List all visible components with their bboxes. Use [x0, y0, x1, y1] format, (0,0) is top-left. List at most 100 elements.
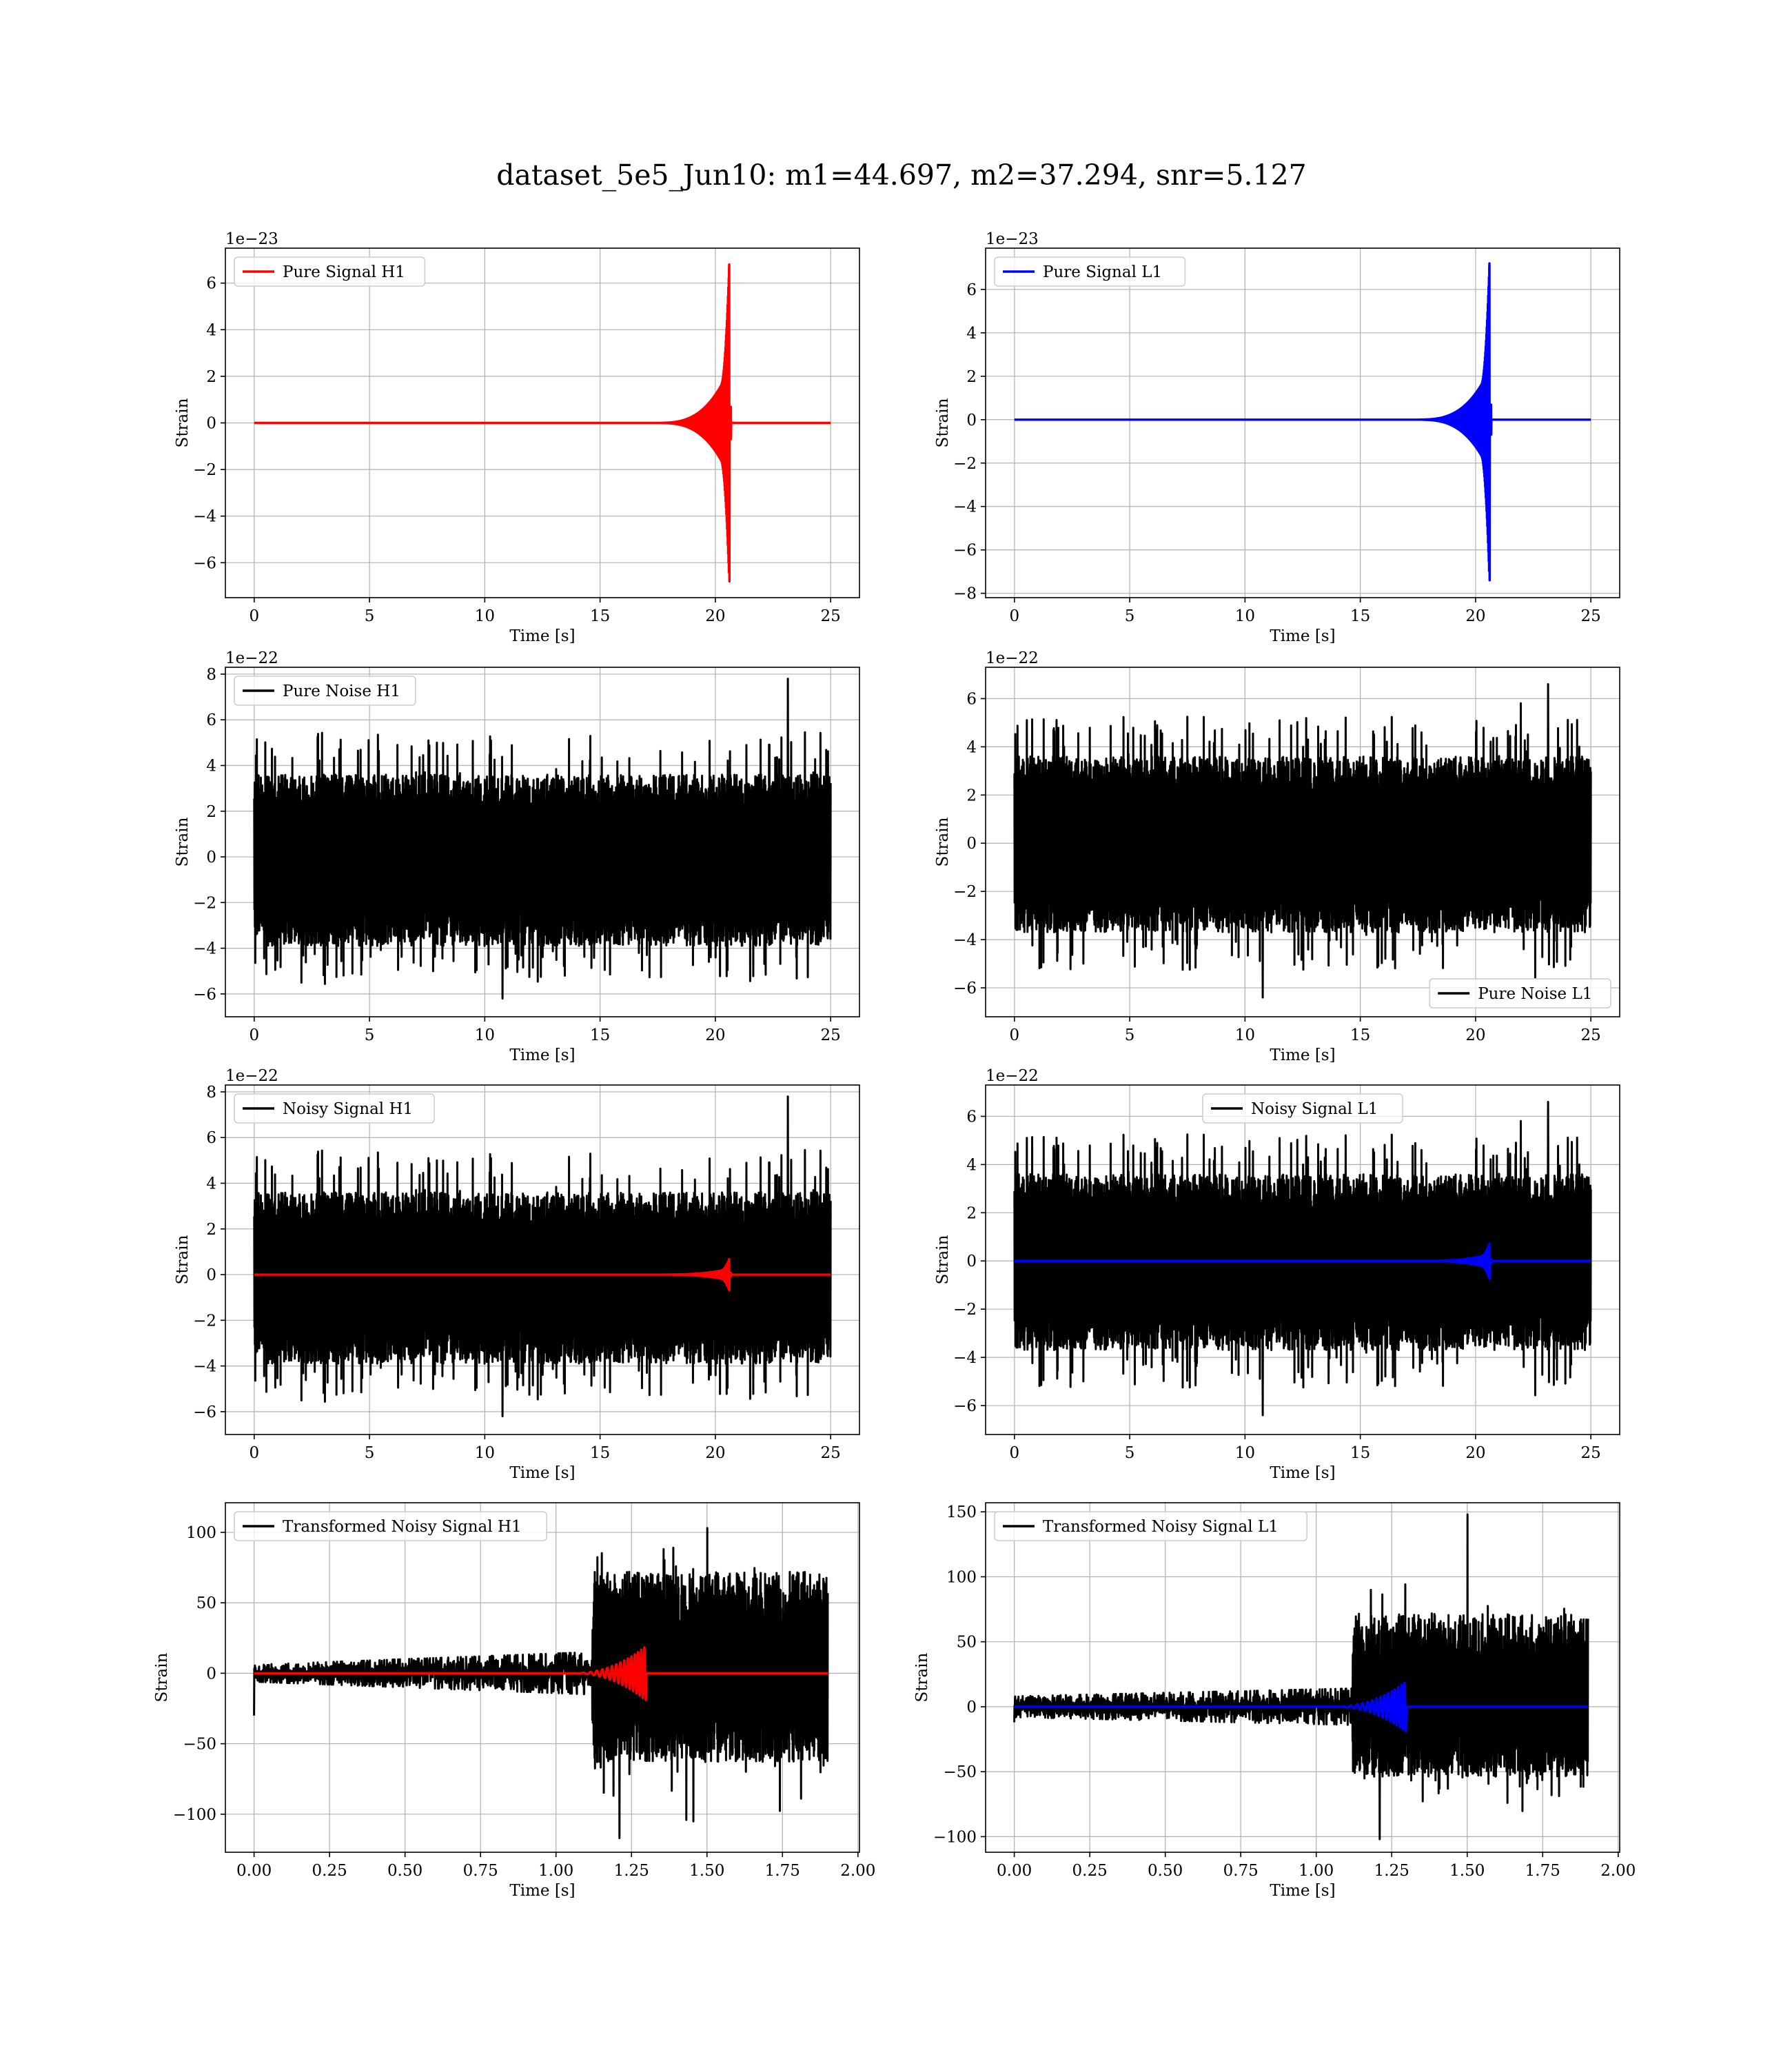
- plot-area: [253, 678, 832, 1000]
- legend-label: Pure Signal L1: [1043, 263, 1162, 281]
- y-tick-label: −6: [953, 980, 977, 997]
- y-tick-label: 8: [206, 1084, 216, 1102]
- x-tick-label: 1.50: [689, 1862, 724, 1880]
- series-line-1: [253, 1095, 832, 1417]
- legend-frame: [994, 256, 1186, 287]
- y-tick-label: 0: [966, 1699, 977, 1716]
- legend: Pure Noise L1: [1429, 978, 1611, 1008]
- legend: Pure Signal L1: [994, 256, 1186, 287]
- axes-frame: [985, 667, 1620, 1017]
- x-tick-label: 0.50: [1148, 1862, 1183, 1880]
- y-tick-label: 8: [206, 666, 216, 684]
- x-tick-label: 0: [249, 1026, 259, 1044]
- y-tick-label: 2: [206, 1221, 216, 1239]
- axes-frame: [225, 1084, 860, 1435]
- y-tick-label: 0: [206, 849, 216, 866]
- x-axis-label: Time [s]: [1270, 627, 1335, 645]
- x-tick-label: 0.25: [1072, 1862, 1108, 1880]
- x-tick-label: 0: [1009, 1026, 1019, 1044]
- x-tick-label: 10: [1235, 1026, 1255, 1044]
- x-tick-label: 10: [475, 1444, 495, 1462]
- y-axis-label: Strain: [174, 817, 192, 866]
- y-tick-label: −2: [953, 1301, 977, 1319]
- y-tick-label: 100: [186, 1524, 216, 1542]
- subplot-3: 0 5 10 15 20 25 −6 −4 −2 0 2 4 6 8 Time [s] Strain 1e−22…: [174, 649, 860, 1064]
- y-tick-label: −6: [193, 554, 216, 572]
- x-tick-label: 5: [1125, 607, 1135, 625]
- x-tick-label: 10: [475, 607, 495, 625]
- y-tick-label: −50: [183, 1736, 216, 1754]
- y-axis-label: Strain: [934, 817, 952, 866]
- legend: Pure Signal H1: [234, 256, 426, 287]
- legend: Transformed Noisy Signal L1: [994, 1511, 1307, 1541]
- legend-frame: [1202, 1093, 1403, 1124]
- y-tick-label: 6: [966, 690, 977, 708]
- legend-frame: [234, 1511, 547, 1541]
- axis-offset-label: 1e−22: [225, 649, 278, 667]
- y-tick-label: 150: [946, 1503, 977, 1521]
- x-axis-label: Time [s]: [509, 1046, 575, 1064]
- y-tick-label: 0: [966, 1253, 977, 1270]
- y-tick-label: −4: [953, 931, 977, 949]
- y-axis-label: Strain: [153, 1652, 171, 1702]
- axes-frame: [225, 667, 860, 1017]
- series-line-2: [253, 1257, 832, 1292]
- x-tick-label: 20: [705, 607, 725, 625]
- subplot-6: 0 5 10 15 20 25 −6 −4 −2 0 2 4 6 Time [s] Strain 1e−22 N…: [934, 1067, 1620, 1482]
- y-tick-label: −6: [953, 1397, 977, 1415]
- y-tick-label: 0: [966, 412, 977, 429]
- y-tick-label: −2: [953, 883, 977, 901]
- y-tick-label: −2: [953, 455, 977, 473]
- y-tick-label: 0: [206, 1665, 216, 1683]
- series-line-2: [253, 1646, 829, 1701]
- legend-frame: [234, 676, 416, 706]
- y-tick-label: 6: [966, 281, 977, 299]
- x-tick-label: 0: [249, 607, 259, 625]
- x-tick-label: 15: [1350, 607, 1370, 625]
- y-tick-label: 4: [206, 1175, 216, 1193]
- axis-offset-label: 1e−22: [986, 1067, 1039, 1085]
- y-tick-label: 2: [966, 1204, 977, 1222]
- x-axis-label: Time [s]: [1270, 1882, 1335, 1900]
- y-tick-label: −2: [193, 461, 216, 479]
- x-tick-label: 5: [365, 607, 375, 625]
- subplot-4: 0 5 10 15 20 25 −6 −4 −2 0 2 4 6 Time [s] Strain 1e−22 P…: [934, 649, 1620, 1064]
- legend: Pure Noise H1: [234, 676, 416, 706]
- y-axis-label: Strain: [934, 398, 952, 447]
- series-line-2: [1013, 1242, 1592, 1280]
- x-tick-label: 15: [590, 607, 610, 625]
- y-axis-label: Strain: [934, 1235, 952, 1284]
- y-tick-label: 6: [966, 1108, 977, 1126]
- x-tick-label: 0.00: [997, 1862, 1032, 1880]
- y-tick-label: 6: [206, 275, 216, 293]
- axes-frame: [985, 247, 1620, 598]
- axes-frame: [985, 1084, 1620, 1435]
- x-tick-label: 1.50: [1449, 1862, 1485, 1880]
- y-tick-label: −8: [953, 585, 977, 603]
- axes-frame: [985, 1502, 1620, 1853]
- x-tick-label: 20: [1465, 1026, 1485, 1044]
- series-line-1: [253, 678, 832, 1000]
- y-tick-label: −100: [173, 1806, 216, 1824]
- plot-area: [1013, 1100, 1592, 1417]
- y-tick-label: 2: [206, 368, 216, 386]
- x-tick-label: 20: [1465, 607, 1485, 625]
- axis-offset-label: 1e−23: [225, 230, 278, 248]
- y-tick-label: 0: [206, 415, 216, 433]
- y-tick-label: 2: [966, 368, 977, 386]
- legend-label: Pure Signal H1: [283, 263, 405, 281]
- plot-area: [1013, 682, 1592, 999]
- series-line-1: [1013, 1513, 1589, 1841]
- subplot-5: 0 5 10 15 20 25 −6 −4 −2 0 2 4 6 8 Time [s] Strain 1e−22…: [174, 1067, 860, 1482]
- x-tick-label: 5: [1125, 1026, 1135, 1044]
- x-tick-label: 0: [249, 1444, 259, 1462]
- y-tick-label: 4: [206, 321, 216, 339]
- legend-label: Transformed Noisy Signal L1: [1043, 1518, 1279, 1536]
- x-tick-label: 10: [1235, 607, 1255, 625]
- y-axis-label: Strain: [174, 1235, 192, 1284]
- y-tick-label: −50: [943, 1763, 977, 1781]
- y-tick-label: −4: [193, 508, 216, 526]
- x-tick-label: 0.00: [236, 1862, 272, 1880]
- axis-offset-label: 1e−22: [986, 649, 1039, 667]
